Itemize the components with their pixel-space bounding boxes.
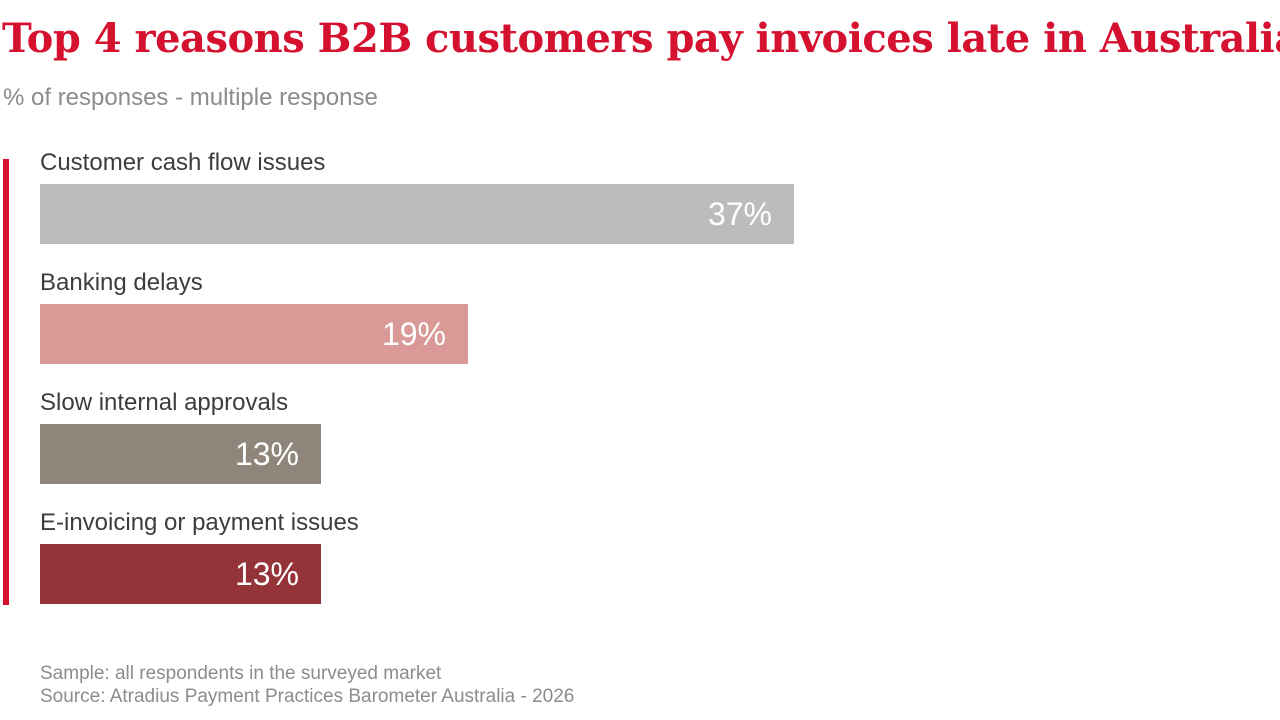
bar-slow-internal-approvals: 13% — [40, 424, 321, 484]
bar-row-slow-internal-approvals: Slow internal approvals 13% — [40, 391, 900, 484]
accent-bar — [3, 159, 9, 605]
source-note: Source: Atradius Payment Practices Barom… — [40, 686, 575, 707]
bar-category-label: Customer cash flow issues — [40, 149, 326, 176]
bar-row-customer-cash-flow: Customer cash flow issues 37% — [40, 151, 900, 244]
page-title: Top 4 reasons B2B customers pay invoices… — [2, 15, 1280, 62]
bar-row-banking-delays: Banking delays 19% — [40, 271, 900, 364]
bar-value-label: 13% — [234, 556, 299, 592]
bar-rows: Customer cash flow issues 37% Banking de… — [40, 151, 900, 604]
chart-subtitle: % of responses - multiple response — [3, 84, 378, 111]
footnotes: Sample: all respondents in the surveyed … — [40, 662, 574, 708]
bar-value-label: 37% — [707, 196, 772, 232]
bar-einvoicing-payment-issues: 13% — [40, 544, 321, 604]
bar-chart: Customer cash flow issues 37% Banking de… — [0, 151, 900, 605]
bar-category-label: E-invoicing or payment issues — [40, 509, 359, 536]
bar-row-einvoicing-payment-issues: E-invoicing or payment issues 13% — [40, 511, 900, 604]
bar-category-label: Banking delays — [40, 269, 203, 296]
bar-customer-cash-flow: 37% — [40, 184, 794, 244]
bar-value-label: 19% — [381, 316, 446, 352]
bar-banking-delays: 19% — [40, 304, 468, 364]
sample-note: Sample: all respondents in the surveyed … — [40, 663, 442, 684]
bar-value-label: 13% — [234, 436, 299, 472]
bar-category-label: Slow internal approvals — [40, 389, 289, 416]
